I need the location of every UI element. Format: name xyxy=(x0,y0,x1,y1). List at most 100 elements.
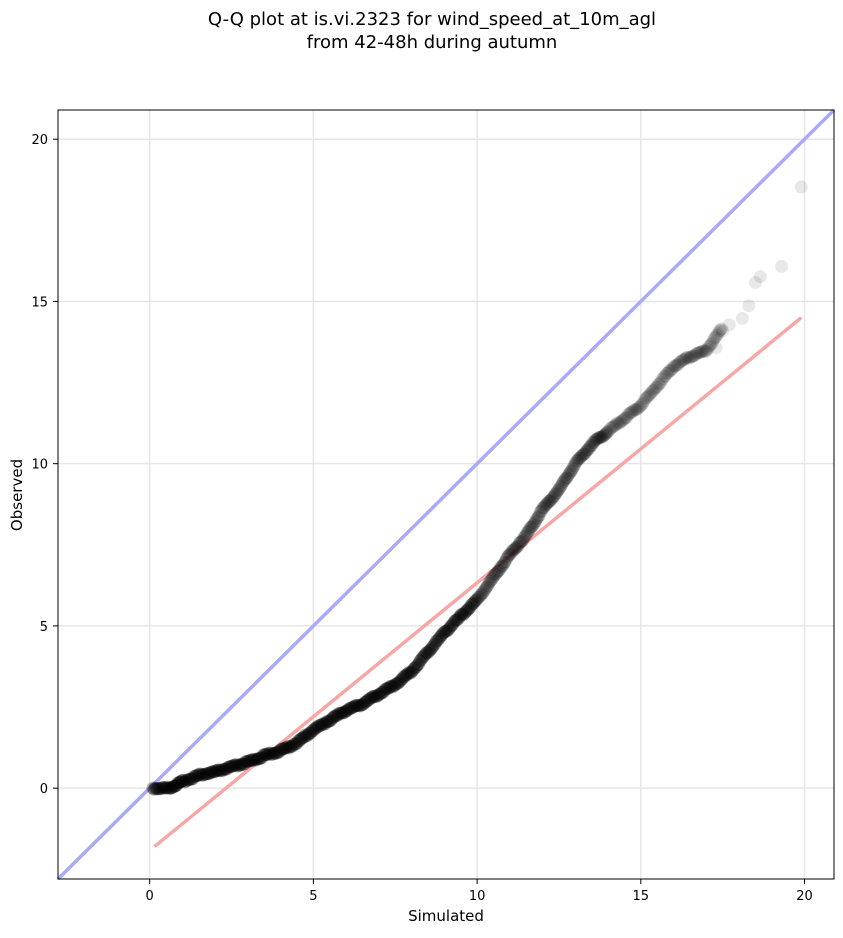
data-point xyxy=(520,525,534,539)
data-point xyxy=(379,682,393,696)
data-point xyxy=(566,461,580,475)
data-point xyxy=(243,754,257,768)
data-point xyxy=(697,343,711,357)
data-point xyxy=(534,504,548,518)
data-point xyxy=(250,752,264,766)
data-point xyxy=(667,360,681,374)
data-point xyxy=(496,558,510,572)
data-point xyxy=(550,486,564,500)
data-point xyxy=(410,658,424,672)
data-point xyxy=(676,353,690,367)
data-point xyxy=(426,640,440,654)
data-point xyxy=(279,741,293,755)
data-point xyxy=(375,686,389,700)
data-point xyxy=(149,782,163,796)
data-point xyxy=(339,704,353,718)
data-point xyxy=(199,767,213,781)
data-point xyxy=(409,660,423,674)
data-point xyxy=(662,365,676,379)
data-point xyxy=(475,587,489,601)
data-point xyxy=(449,613,463,627)
data-point xyxy=(399,668,413,682)
data-point xyxy=(474,588,488,602)
data-point xyxy=(193,767,207,781)
data-point xyxy=(447,616,461,630)
data-point xyxy=(607,419,621,433)
data-point xyxy=(223,760,237,774)
data-point xyxy=(567,459,581,473)
data-point xyxy=(319,715,333,729)
data-point xyxy=(402,665,416,679)
data-point xyxy=(351,699,365,713)
data-point xyxy=(672,355,686,369)
data-point xyxy=(468,595,482,609)
data-point xyxy=(706,333,720,347)
data-point xyxy=(547,489,561,503)
data-point xyxy=(233,758,247,772)
data-point xyxy=(688,349,702,363)
data-point xyxy=(378,683,392,697)
data-point xyxy=(571,453,585,467)
data-point xyxy=(377,685,391,699)
data-point xyxy=(146,781,160,795)
data-point xyxy=(561,468,575,482)
data-point xyxy=(634,399,648,413)
data-point xyxy=(187,769,201,783)
data-point xyxy=(248,753,262,767)
data-point xyxy=(588,433,602,447)
data-point xyxy=(574,449,588,463)
data-point xyxy=(185,772,199,786)
data-point xyxy=(504,546,518,560)
data-point xyxy=(169,779,183,793)
data-point xyxy=(216,763,230,777)
data-point xyxy=(368,689,382,703)
data-point xyxy=(689,347,703,361)
data-point xyxy=(476,586,490,600)
data-point xyxy=(753,270,767,284)
data-point xyxy=(320,714,334,728)
data-point xyxy=(664,363,678,377)
data-point xyxy=(297,730,311,744)
x-tick-label-2: 10 xyxy=(469,889,486,904)
data-point xyxy=(499,552,513,566)
data-point xyxy=(482,576,496,590)
data-point xyxy=(711,327,725,341)
data-point xyxy=(448,614,462,628)
data-point xyxy=(485,572,499,586)
data-point xyxy=(209,764,223,778)
chart-title-line-1: Q-Q plot at is.vi.2323 for wind_speed_at… xyxy=(208,9,656,30)
data-point xyxy=(621,408,635,422)
data-point xyxy=(396,670,410,684)
data-point xyxy=(536,501,550,515)
data-point xyxy=(432,632,446,646)
data-point xyxy=(179,774,193,788)
data-point xyxy=(646,384,660,398)
data-point xyxy=(454,608,468,622)
data-point xyxy=(289,737,303,751)
data-point xyxy=(228,758,242,772)
data-point xyxy=(230,759,244,773)
data-point xyxy=(543,494,557,508)
data-point xyxy=(205,765,219,779)
data-point xyxy=(161,781,175,795)
data-point xyxy=(453,610,467,624)
data-point xyxy=(244,753,258,767)
data-point xyxy=(284,740,298,754)
data-point xyxy=(562,466,576,480)
data-point xyxy=(539,498,553,512)
data-point xyxy=(174,774,188,788)
data-point xyxy=(202,766,216,780)
data-point xyxy=(433,630,447,644)
data-point xyxy=(679,351,693,365)
data-point xyxy=(437,625,451,639)
data-point xyxy=(512,537,526,551)
data-point xyxy=(552,482,566,496)
data-point xyxy=(700,342,714,356)
data-point xyxy=(316,717,330,731)
data-point xyxy=(691,346,705,360)
data-point xyxy=(269,746,283,760)
data-point xyxy=(649,380,663,394)
data-point xyxy=(518,529,532,543)
data-point xyxy=(558,473,572,487)
